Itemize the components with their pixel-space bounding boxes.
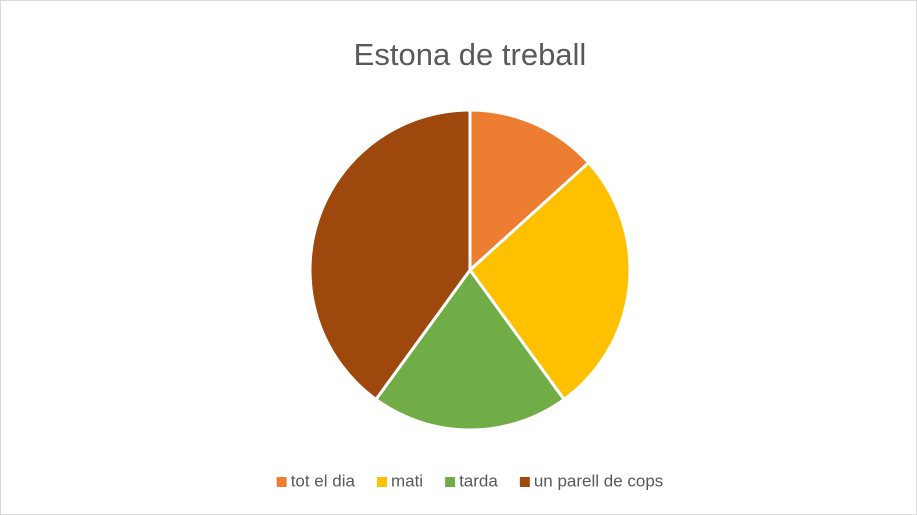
legend-label: mati bbox=[391, 471, 423, 490]
pie-slice bbox=[308, 108, 472, 402]
pie-slice bbox=[373, 267, 567, 432]
legend-swatch bbox=[276, 477, 287, 487]
legend-swatch bbox=[376, 477, 387, 487]
legend-swatch bbox=[445, 477, 456, 487]
legend-label: tarda bbox=[459, 471, 498, 490]
legend-swatch bbox=[519, 477, 530, 487]
pie-slice bbox=[468, 108, 591, 274]
chart-title: Estona de treball bbox=[354, 37, 587, 72]
pie-slice bbox=[467, 160, 632, 402]
legend-label: un parell de cops bbox=[534, 471, 663, 490]
legend-label: tot el dia bbox=[291, 471, 356, 490]
